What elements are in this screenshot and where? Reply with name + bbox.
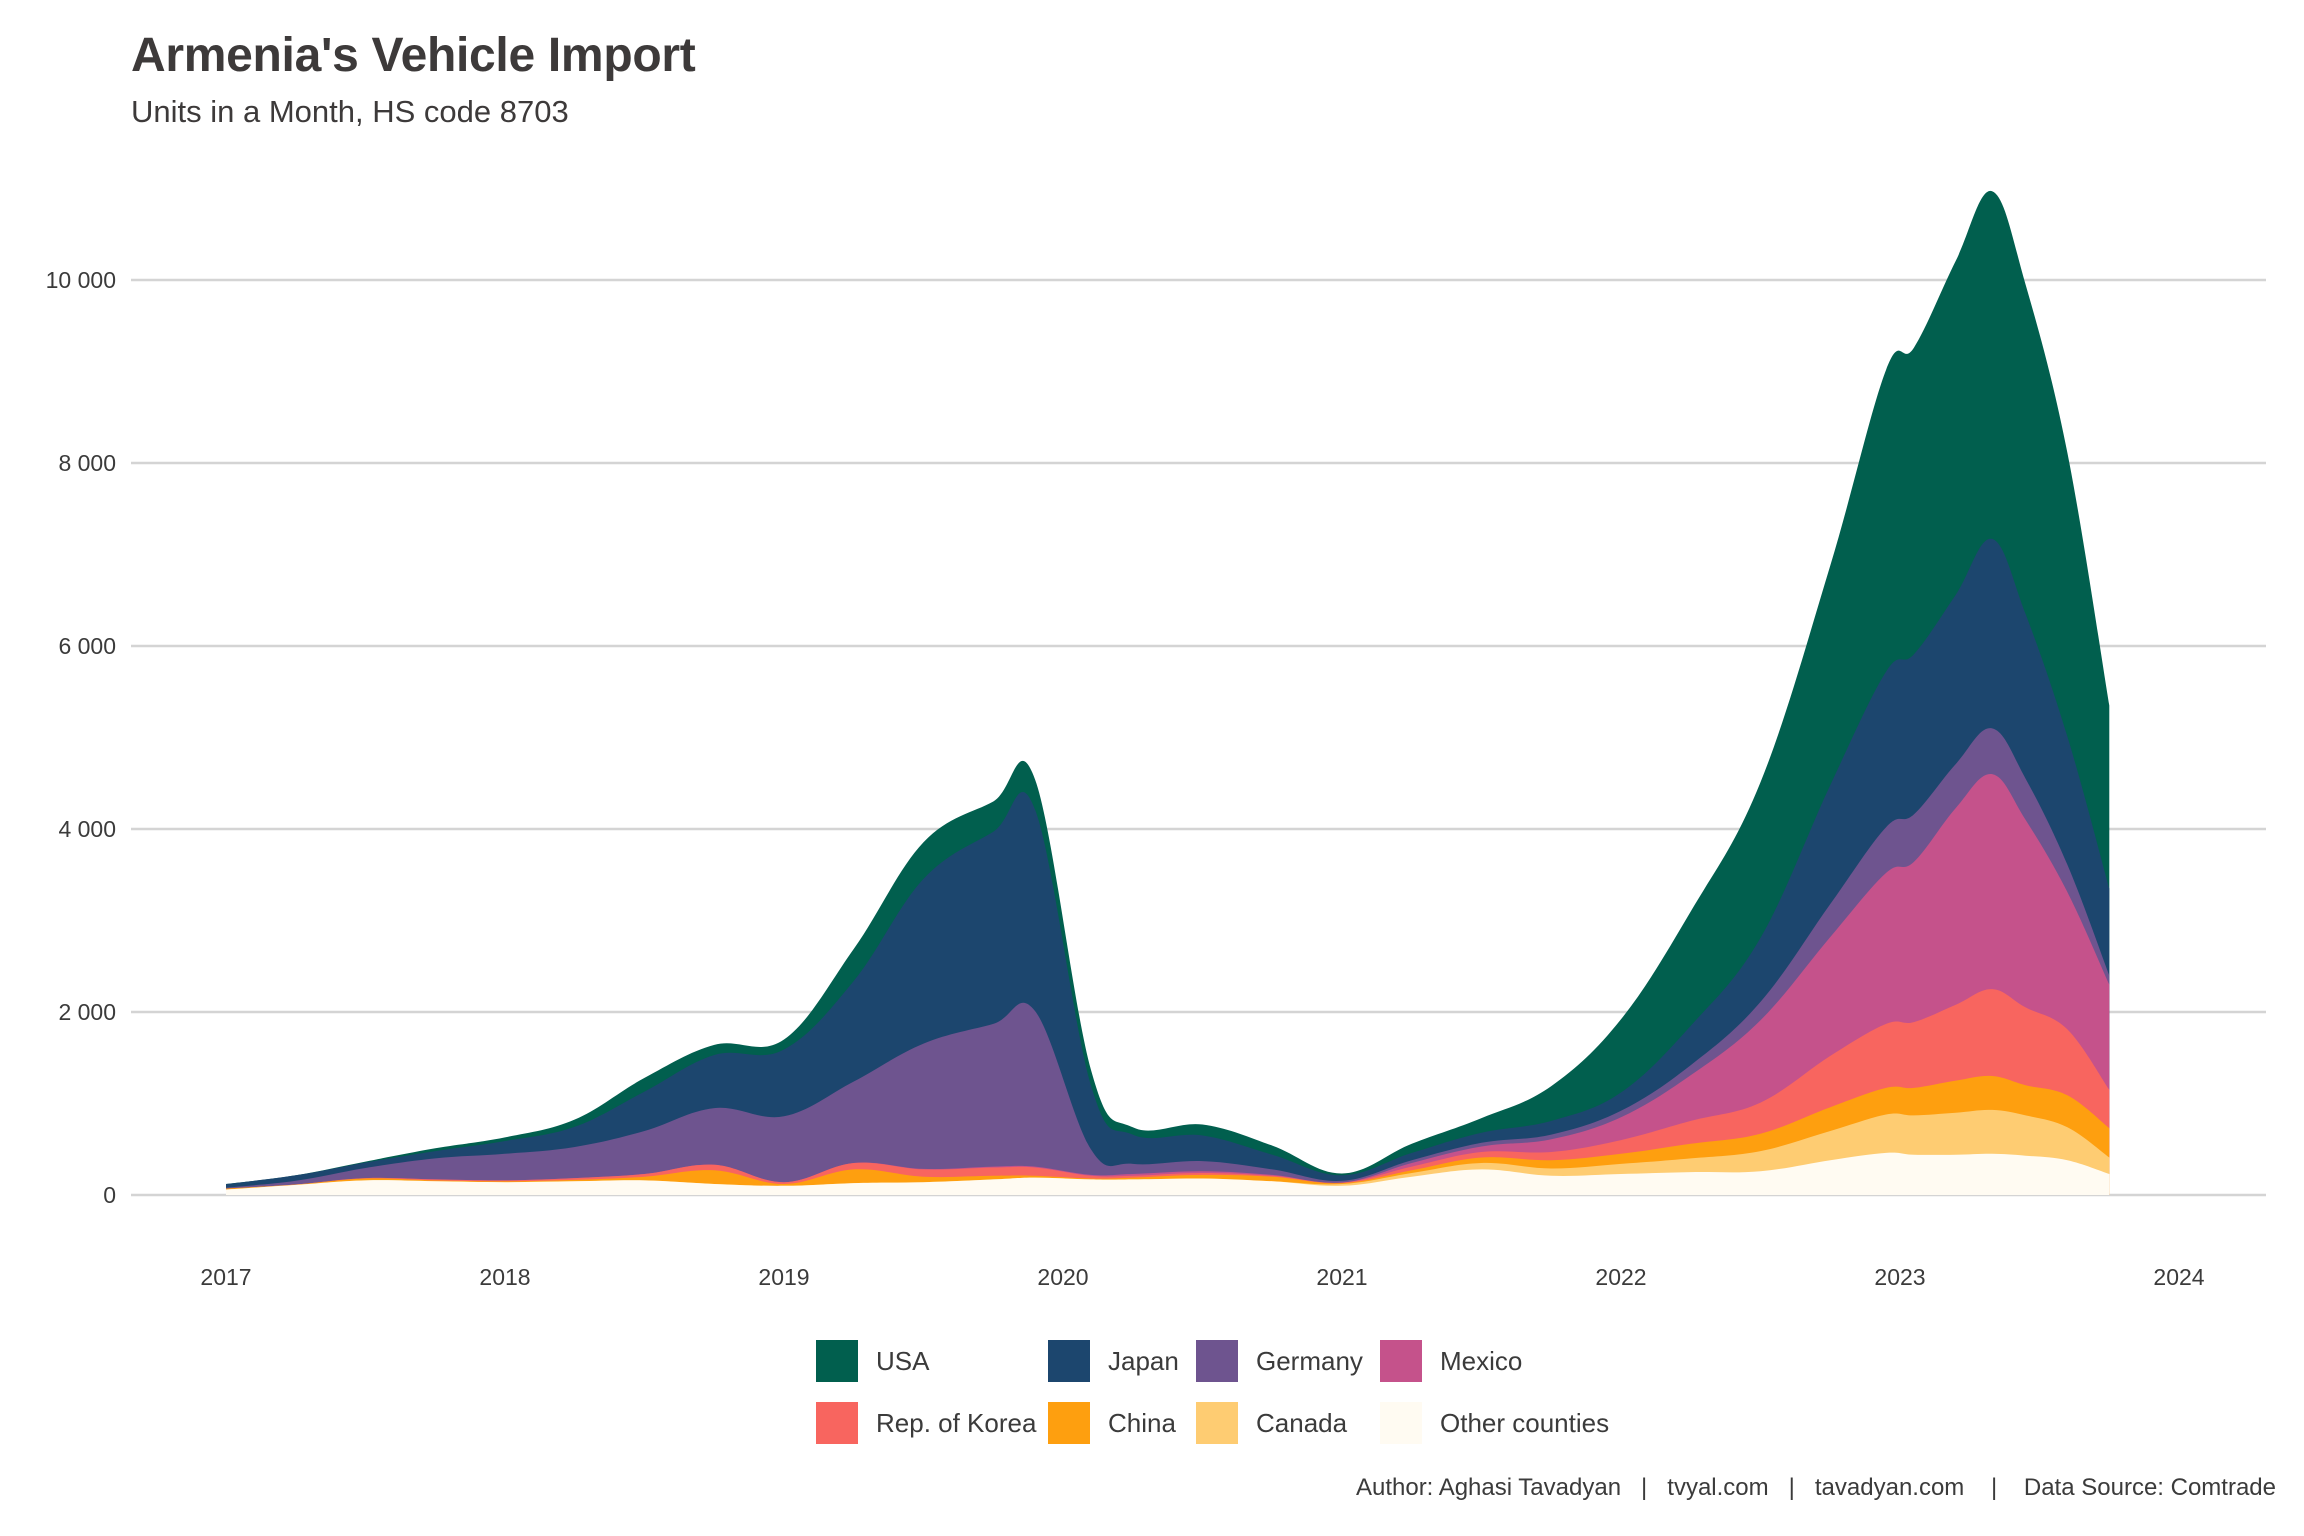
- legend-swatch: [1048, 1402, 1090, 1444]
- legend-label: USA: [876, 1345, 930, 1376]
- y-tick-label: 8 000: [58, 450, 116, 476]
- legend-swatch: [816, 1402, 858, 1444]
- legend-label: Mexico: [1440, 1345, 1523, 1376]
- legend-label: Rep. of Korea: [876, 1407, 1037, 1438]
- legend-item-mexico[interactable]: Mexico: [1380, 1340, 1610, 1382]
- area-layers: [226, 190, 2110, 1195]
- area-other-counties: [226, 1152, 2110, 1195]
- x-tick-label: 2022: [1595, 1264, 1646, 1290]
- legend-item-usa[interactable]: USA: [816, 1340, 1048, 1382]
- legend-swatch: [1196, 1402, 1238, 1444]
- legend-swatch: [1380, 1340, 1422, 1382]
- y-axis-ticks: 0 2 000 4 000 6 000 8 000 10 000: [46, 267, 116, 1208]
- x-tick-label: 2020: [1037, 1264, 1088, 1290]
- legend-item-germany[interactable]: Germany: [1196, 1340, 1380, 1382]
- y-tick-label: 6 000: [58, 633, 116, 659]
- area-rep-of-korea: [226, 989, 2110, 1195]
- source-caption: Author: Aghasi Tavadyan | tvyal.com | ta…: [1355, 1474, 2276, 1501]
- y-tick-label: 0: [103, 1182, 116, 1208]
- y-tick-label: 4 000: [58, 816, 116, 842]
- legend-item-japan[interactable]: Japan: [1048, 1340, 1196, 1382]
- legend-label: Other counties: [1440, 1407, 1610, 1438]
- x-tick-label: 2018: [479, 1264, 530, 1290]
- x-tick-label: 2021: [1316, 1264, 1367, 1290]
- legend: USA Japan Germany Mexico Rep. of Korea C…: [816, 1340, 1610, 1444]
- legend-swatch: [1196, 1340, 1238, 1382]
- legend-label: Canada: [1256, 1407, 1348, 1438]
- y-tick-label: 10 000: [46, 267, 116, 293]
- legend-item-china[interactable]: China: [1048, 1402, 1196, 1444]
- legend-label: Germany: [1256, 1345, 1363, 1376]
- legend-item-canada[interactable]: Canada: [1196, 1402, 1380, 1444]
- x-tick-label: 2019: [758, 1264, 809, 1290]
- legend-item-other[interactable]: Other counties: [1380, 1402, 1610, 1444]
- x-tick-label: 2023: [1874, 1264, 1925, 1290]
- x-tick-label: 2024: [2153, 1264, 2204, 1290]
- chart-subtitle: Units in a Month, HS code 8703: [131, 94, 569, 129]
- x-axis-ticks: 2017 2018 2019 2020 2021 2022 2023 2024: [200, 1264, 2204, 1290]
- chart-title: Armenia's Vehicle Import: [131, 29, 696, 82]
- x-tick-label: 2017: [200, 1264, 251, 1290]
- legend-item-korea[interactable]: Rep. of Korea: [816, 1402, 1048, 1444]
- legend-swatch: [1048, 1340, 1090, 1382]
- legend-label: Japan: [1108, 1345, 1179, 1376]
- legend-label: China: [1108, 1407, 1176, 1438]
- legend-swatch: [1380, 1402, 1422, 1444]
- legend-swatch: [816, 1340, 858, 1382]
- y-tick-label: 2 000: [58, 999, 116, 1025]
